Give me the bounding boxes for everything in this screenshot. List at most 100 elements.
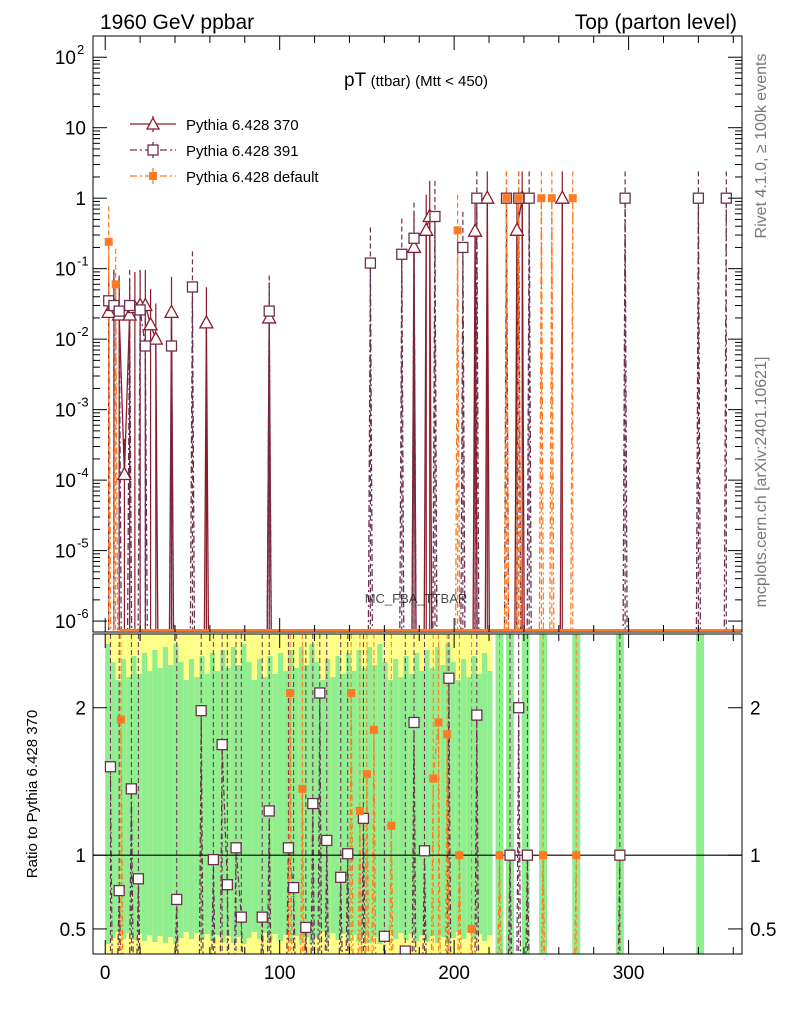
ratio-point-391-14: [287, 881, 300, 894]
point-370-18: [509, 221, 525, 236]
band-green: [351, 671, 357, 935]
header-left: 1960 GeV ppbar: [100, 11, 254, 34]
band-green: [340, 674, 346, 934]
band-green: [105, 644, 111, 944]
main-ytick-exp-2: -4: [77, 465, 89, 480]
main-ytick-label-4: 10: [55, 330, 76, 351]
band-green: [429, 668, 435, 936]
ratio-point-391-6: [207, 853, 220, 866]
main-ytick-exp-3: -3: [77, 395, 89, 410]
band-green: [335, 656, 341, 940]
ratio-point-391-25: [418, 845, 431, 857]
main-markers: [101, 189, 732, 481]
band-green: [440, 665, 446, 937]
band-green: [356, 650, 362, 942]
ratio-point-391-19: [335, 871, 347, 883]
ratio-ytick-label-2: 2: [75, 699, 86, 720]
ratio-ytick-label-right-1: 1: [750, 846, 761, 867]
band-green: [466, 677, 472, 933]
plot-title: pT (ttbar) (Mtt < 450): [344, 70, 488, 91]
legend: Pythia 6.428 370 Pythia 6.428 391 Pythia…: [130, 116, 319, 186]
ratio-point-391-22: [378, 930, 391, 942]
main-ytick-label-7: 10: [65, 119, 86, 140]
band-green: [293, 668, 299, 936]
point-370-8: [142, 316, 159, 331]
xtick-label-2: 200: [438, 963, 470, 984]
ratio-point-391-8: [221, 879, 233, 891]
band-green-2: [521, 634, 530, 954]
point-370-20: [554, 189, 570, 204]
ratio-point-default-14: [539, 851, 548, 860]
band-green: [461, 659, 467, 939]
ratio-point-default-10: [443, 730, 452, 739]
main-ytick-label-1: 10: [55, 542, 76, 563]
band-green: [246, 662, 252, 938]
ratio-point-391-30: [521, 849, 534, 861]
point-370-0: [101, 303, 117, 319]
point-370-13: [406, 239, 422, 254]
point-391-8: [263, 305, 275, 317]
band-green: [256, 659, 263, 939]
main-ytick-label-6: 1: [75, 189, 86, 210]
ratio-point-default-13: [495, 851, 504, 860]
ratio-point-391-15: [300, 921, 312, 934]
xtick-label-3: 300: [613, 963, 645, 984]
band-green: [382, 662, 388, 938]
band-green: [225, 668, 231, 936]
band-green: [476, 674, 483, 934]
band-green: [115, 680, 121, 932]
point-391-17: [523, 192, 535, 204]
point-391-5: [139, 340, 151, 352]
ratio-point-391-26: [443, 672, 455, 684]
legend-label-370: Pythia 6.428 370: [186, 117, 299, 134]
ratio-frame: [92, 633, 743, 955]
band-green: [157, 668, 163, 936]
ratio-point-391-3: [132, 873, 145, 885]
band-green: [188, 659, 195, 939]
main-ytick-exp-0: -6: [77, 606, 89, 621]
point-default-3: [502, 194, 511, 203]
legend-entry-391: Pythia 6.428 391: [130, 142, 299, 160]
band-green: [120, 659, 127, 939]
main-ytick-exp-8: 2: [77, 42, 84, 57]
watermark: MC_FBA_TTBAR: [365, 591, 468, 606]
ratio-line-1: [120, 692, 577, 954]
ratio-point-391-10: [235, 911, 247, 923]
band-green: [408, 674, 415, 934]
point-391-2: [113, 305, 125, 317]
ratio-point-default-12: [467, 924, 476, 933]
ratio-point-default-3: [347, 688, 356, 697]
band-green: [251, 680, 257, 932]
band-green: [204, 674, 210, 934]
band-green: [424, 650, 430, 942]
point-370-14: [418, 221, 434, 236]
point-391-12: [429, 210, 441, 223]
band-green: [267, 656, 273, 940]
band-green: [330, 677, 336, 933]
ratio-point-391-13: [282, 842, 295, 854]
point-370-16: [467, 222, 483, 237]
ratio-ytick-label-right-2: 2: [750, 699, 761, 720]
band-green: [455, 680, 462, 932]
legend-label-391: Pythia 6.428 391: [186, 143, 299, 160]
band-green: [110, 662, 116, 938]
main-ytick-exp-4: -2: [77, 324, 89, 339]
point-default-4: [514, 194, 523, 203]
band-green: [345, 653, 352, 941]
main-ytick-label-8: 10: [55, 48, 76, 69]
band-green: [236, 665, 242, 937]
ratio-point-391-31: [614, 849, 626, 861]
band-green: [298, 647, 305, 943]
ratio-point-391-16: [307, 797, 319, 810]
band-green: [283, 671, 289, 935]
ratio-ytick-label-1: 1: [75, 846, 86, 867]
ratio-point-default-4: [355, 806, 364, 815]
main-ytick-label-0: 10: [55, 612, 76, 633]
band-green: [419, 671, 425, 935]
title-paren: (ttbar): [371, 73, 411, 90]
ratio-point-391-12: [263, 805, 275, 817]
band-green: [141, 653, 148, 941]
rivet-version-label: Rivet 4.1.0, ≥ 100k events: [753, 54, 770, 239]
